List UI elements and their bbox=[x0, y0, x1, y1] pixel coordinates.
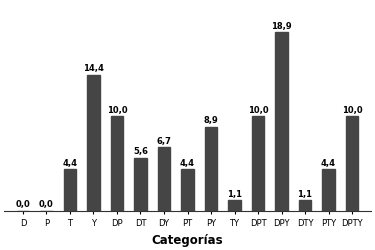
Text: 1,1: 1,1 bbox=[227, 189, 242, 198]
Bar bbox=[158, 148, 171, 211]
X-axis label: Categorías: Categorías bbox=[152, 233, 224, 246]
Text: 10,0: 10,0 bbox=[342, 106, 362, 114]
Text: 14,4: 14,4 bbox=[83, 64, 104, 73]
Text: 0,0: 0,0 bbox=[16, 200, 30, 208]
Bar bbox=[181, 170, 194, 211]
Text: 4,4: 4,4 bbox=[63, 158, 78, 167]
Bar bbox=[298, 200, 312, 211]
Text: 0,0: 0,0 bbox=[39, 200, 54, 208]
Bar bbox=[134, 158, 147, 211]
Text: 5,6: 5,6 bbox=[133, 147, 148, 156]
Text: 6,7: 6,7 bbox=[156, 136, 171, 145]
Bar bbox=[346, 117, 358, 211]
Text: 10,0: 10,0 bbox=[248, 106, 268, 114]
Bar bbox=[63, 170, 76, 211]
Text: 8,9: 8,9 bbox=[204, 116, 218, 125]
Bar bbox=[111, 117, 123, 211]
Text: 10,0: 10,0 bbox=[106, 106, 127, 114]
Bar bbox=[87, 76, 100, 211]
Y-axis label: Proporción se imágenes de granos
(%),: Proporción se imágenes de granos (%), bbox=[0, 30, 10, 185]
Bar bbox=[252, 117, 264, 211]
Bar bbox=[204, 127, 218, 211]
Bar bbox=[322, 170, 335, 211]
Text: 18,9: 18,9 bbox=[271, 22, 292, 31]
Bar bbox=[228, 200, 241, 211]
Bar bbox=[275, 33, 288, 211]
Text: 4,4: 4,4 bbox=[180, 158, 195, 167]
Text: 4,4: 4,4 bbox=[321, 158, 336, 167]
Text: 1,1: 1,1 bbox=[297, 189, 312, 198]
